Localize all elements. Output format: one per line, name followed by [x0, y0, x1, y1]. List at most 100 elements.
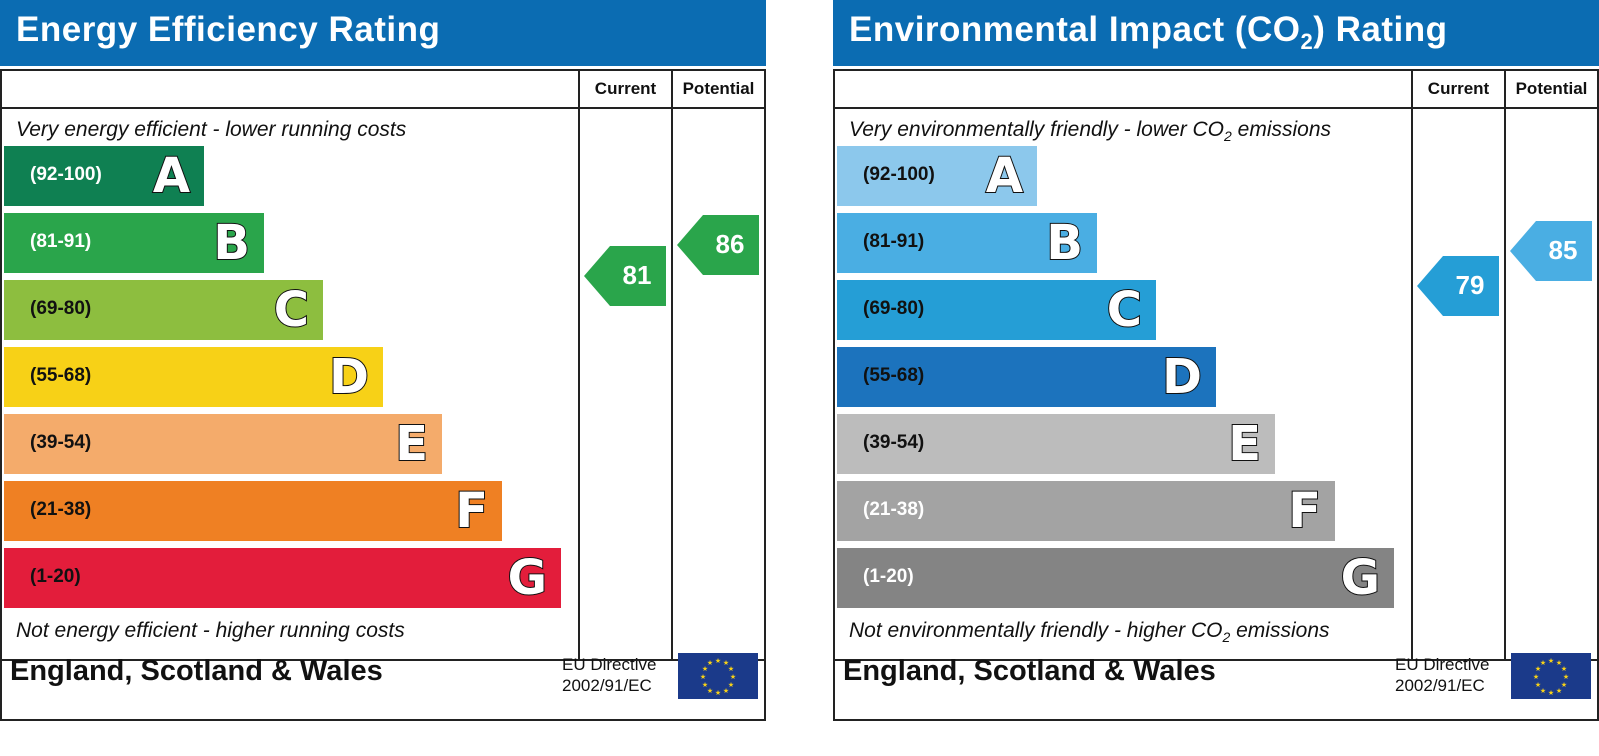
- potential-column-header: Potential: [682, 79, 755, 98]
- svg-text:★: ★: [702, 681, 708, 689]
- rating-frame: Current Potential Very environmentally f…: [833, 69, 1599, 721]
- band-range-label: (92-100): [863, 164, 935, 185]
- band-letter: B: [1045, 214, 1084, 272]
- svg-text:★: ★: [730, 673, 736, 681]
- band-range-label: (39-54): [30, 432, 92, 453]
- svg-text:★: ★: [1548, 689, 1554, 697]
- band-letter: C: [273, 281, 310, 339]
- potential-rating-pointer: 85: [1510, 220, 1592, 281]
- band-letter: B: [212, 214, 251, 272]
- rating-band-f: (21-38) F: [837, 481, 1335, 541]
- column-divider: [1411, 71, 1413, 661]
- title-bar: Environmental Impact (CO2) Rating: [833, 0, 1599, 66]
- band-range-label: (21-38): [30, 499, 92, 520]
- rating-band-a: (92-100) A: [837, 146, 1037, 206]
- svg-text:★: ★: [1561, 665, 1567, 673]
- band-letter: D: [1161, 348, 1203, 406]
- current-rating-pointer: 81: [584, 246, 666, 306]
- band-range-label: (55-68): [863, 365, 925, 386]
- top-caption: Very energy efficient - lower running co…: [16, 118, 407, 141]
- potential-rating-pointer-arrow: [677, 214, 759, 275]
- band-letter: F: [454, 482, 489, 540]
- bottom-caption: Not environmentally friendly - higher CO…: [849, 619, 1330, 646]
- current-rating-pointer-shape: [584, 246, 666, 306]
- svg-text:★: ★: [1561, 681, 1567, 689]
- potential-column-header: Potential: [1515, 79, 1588, 98]
- column-divider: [578, 71, 580, 661]
- current-column-header: Current: [1427, 79, 1490, 98]
- svg-text:★: ★: [715, 657, 721, 665]
- svg-text:★: ★: [723, 687, 729, 695]
- header-divider: [2, 107, 764, 109]
- eu-directive-line1: EU Directive: [1395, 655, 1490, 674]
- environmental-impact-panel: Environmental Impact (CO2) Rating Curren…: [833, 0, 1599, 721]
- current-rating-pointer: 79: [1417, 255, 1499, 316]
- footer-divider: [2, 659, 764, 661]
- title-bar: Energy Efficiency Rating: [0, 0, 766, 66]
- svg-text:★: ★: [1563, 673, 1569, 681]
- band-range-label: (21-38): [863, 499, 925, 520]
- svg-text:★: ★: [1556, 687, 1562, 695]
- rating-band-a: (92-100) A: [4, 146, 204, 206]
- footer-region: England, Scotland & Wales: [843, 655, 1216, 687]
- eu-directive: EU Directive 2002/91/EC: [1395, 654, 1489, 696]
- svg-text:★: ★: [1548, 657, 1554, 665]
- band-letter: A: [152, 147, 191, 205]
- bottom-caption: Not energy efficient - higher running co…: [16, 619, 405, 642]
- rating-band-f: (21-38) F: [4, 481, 502, 541]
- band-range-label: (69-80): [863, 298, 925, 319]
- current-rating-pointer-arrow: [584, 246, 666, 306]
- svg-text:★: ★: [707, 659, 713, 667]
- potential-rating-pointer-value: 85: [1548, 234, 1578, 265]
- rating-band-d: (55-68) D: [4, 347, 383, 407]
- eu-flag-icon: ★ ★ ★ ★ ★ ★ ★ ★ ★ ★ ★ ★: [1511, 653, 1591, 699]
- band-letter: D: [328, 348, 370, 406]
- eu-directive-line1: EU Directive: [562, 655, 657, 674]
- panel-title: Environmental Impact (CO2) Rating: [849, 10, 1448, 54]
- column-divider: [1504, 71, 1506, 661]
- rating-band-c: (69-80) C: [4, 280, 323, 340]
- eu-flag-icon: ★ ★ ★ ★ ★ ★ ★ ★ ★ ★ ★ ★: [678, 653, 758, 699]
- band-range-label: (81-91): [30, 231, 92, 252]
- svg-text:★: ★: [728, 681, 734, 689]
- eu-directive: EU Directive 2002/91/EC: [562, 654, 656, 696]
- band-range-label: (1-20): [863, 566, 914, 587]
- potential-rating-pointer: 86: [677, 214, 759, 275]
- energy-efficiency-panel: Energy Efficiency Rating Current Potenti…: [0, 0, 766, 721]
- current-rating-pointer-arrow: [1417, 255, 1499, 316]
- current-rating-pointer-value: 81: [622, 260, 652, 290]
- svg-text:★: ★: [702, 665, 708, 673]
- band-letter: F: [1287, 482, 1322, 540]
- band-range-label: (39-54): [863, 432, 925, 453]
- svg-text:★: ★: [1533, 673, 1539, 681]
- potential-rating-pointer-value: 86: [715, 228, 745, 259]
- band-range-label: (69-80): [30, 298, 92, 319]
- current-rating-pointer-value: 79: [1455, 269, 1485, 300]
- band-letter: G: [1340, 549, 1381, 607]
- rating-band-e: (39-54) E: [4, 414, 442, 474]
- rating-frame: Current Potential Very energy efficient …: [0, 69, 766, 721]
- band-letter: G: [507, 549, 548, 607]
- potential-rating-pointer-arrow: [1510, 220, 1592, 281]
- band-letter: C: [1106, 281, 1143, 339]
- band-range-label: (81-91): [863, 231, 925, 252]
- svg-text:★: ★: [715, 689, 721, 697]
- eu-directive-line2: 2002/91/EC: [562, 676, 652, 695]
- rating-band-c: (69-80) C: [837, 280, 1156, 340]
- svg-text:★: ★: [723, 659, 729, 667]
- eu-directive-line2: 2002/91/EC: [1395, 676, 1485, 695]
- current-rating-pointer-shape: [1417, 255, 1499, 316]
- svg-text:★: ★: [1540, 687, 1546, 695]
- svg-text:★: ★: [707, 687, 713, 695]
- rating-band-b: (81-91) B: [837, 213, 1097, 273]
- band-letter: E: [394, 415, 429, 473]
- rating-band-g: (1-20) G: [4, 548, 561, 608]
- header-divider: [835, 107, 1597, 109]
- footer-divider: [835, 659, 1597, 661]
- top-caption: Very environmentally friendly - lower CO…: [849, 118, 1332, 145]
- svg-text:★: ★: [1540, 659, 1546, 667]
- rating-band-e: (39-54) E: [837, 414, 1275, 474]
- band-range-label: (1-20): [30, 566, 81, 587]
- potential-rating-pointer-shape: [1510, 220, 1592, 281]
- band-letter: E: [1227, 415, 1262, 473]
